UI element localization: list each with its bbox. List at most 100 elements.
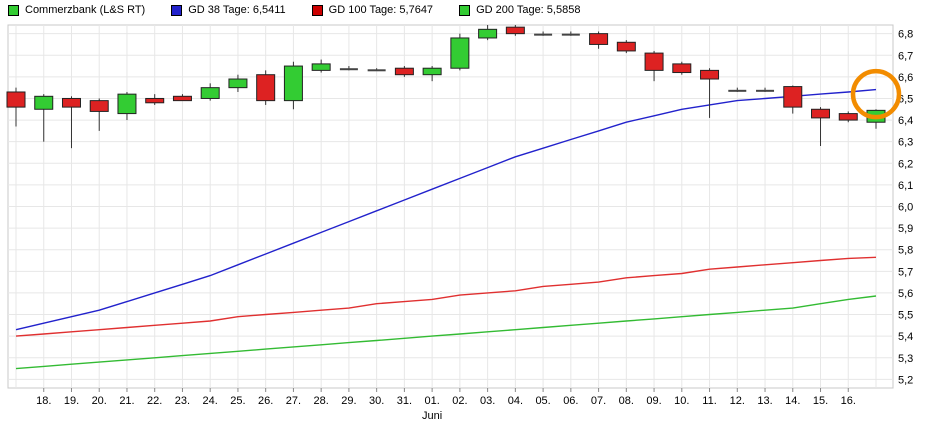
x-tick-label: 27. <box>286 395 301 407</box>
x-tick-label: 13. <box>757 395 772 407</box>
x-tick-label: 01. <box>424 395 439 407</box>
x-tick-label: 31. <box>397 395 412 407</box>
legend-item-gd100: GD 100 Tage: 5,7647 <box>311 4 434 16</box>
legend-item-commerzbank: Commerzbank (L&S RT) <box>8 4 145 16</box>
legend-swatch-commerzbank <box>8 4 19 16</box>
y-tick-label: 6,7 <box>898 50 913 62</box>
y-tick-label: 5,6 <box>898 288 913 300</box>
candle-body <box>505 26 525 35</box>
x-tick-label: 28. <box>314 395 329 407</box>
x-tick-label: 30. <box>369 395 384 407</box>
chart-legend: Commerzbank (L&S RT) GD 38 Tage: 6,5411 … <box>8 4 580 16</box>
y-tick-label: 6,4 <box>898 115 913 127</box>
candle-body <box>311 63 331 71</box>
candle-body <box>700 69 720 80</box>
candle-body <box>172 95 192 102</box>
legend-item-gd200: GD 200 Tage: 5,5858 <box>459 4 580 16</box>
candle-body <box>367 69 386 72</box>
y-tick-label: 5,2 <box>898 374 913 386</box>
candle-body <box>145 97 165 104</box>
y-tick-label: 6,3 <box>898 137 913 149</box>
legend-swatch-gd100 <box>311 4 323 16</box>
gridlines <box>7 24 894 392</box>
x-tick-label: 11. <box>702 395 716 407</box>
candle-body <box>394 67 414 76</box>
y-tick-label: 6,0 <box>898 202 913 214</box>
x-tick-label: 19. <box>64 395 79 407</box>
candle-body <box>811 108 831 119</box>
x-tick-label: 14. <box>785 395 800 407</box>
x-tick-label: 07. <box>591 395 606 407</box>
month-label: Juni <box>422 410 442 422</box>
legend-swatch-gd38 <box>171 4 183 16</box>
x-tick-label: 03. <box>480 395 495 407</box>
y-tick-label: 5,4 <box>898 331 913 343</box>
ma-line <box>15 295 877 370</box>
y-tick-label: 6,8 <box>898 29 913 41</box>
axis-labels: 6,8 6,7 6,6 6,5 6,4 6,3 6,2 6,1 6,0 5,9 5,8 5,7 5,6 5… <box>36 29 913 422</box>
y-tick-label: 6,2 <box>898 158 913 170</box>
candle-body <box>89 100 109 112</box>
x-tick-label: 21. <box>119 395 134 407</box>
candle-body <box>200 87 220 99</box>
x-tick-label: 02. <box>452 395 467 407</box>
legend-label-gd38: GD 38 Tage: 6,5411 <box>188 4 286 16</box>
candle-body <box>422 67 442 76</box>
legend-label-gd200: GD 200 Tage: 5,5858 <box>476 4 581 16</box>
x-tick-label: 10. <box>674 395 689 407</box>
candle-body <box>756 89 775 92</box>
candle-body <box>450 37 470 69</box>
y-tick-label: 5,9 <box>898 223 913 235</box>
candle-body <box>228 78 248 89</box>
candle-body <box>672 63 692 74</box>
candle-body <box>783 86 803 108</box>
x-tick-label: 05. <box>535 395 550 407</box>
candle-body <box>561 33 580 36</box>
x-tick-label: 15. <box>813 395 828 407</box>
ma-line <box>15 88 877 331</box>
candle-body <box>6 91 26 108</box>
candle-body <box>256 74 276 102</box>
legend-label-commerzbank: Commerzbank (L&S RT) <box>25 4 146 16</box>
y-tick-label: 5,7 <box>898 266 913 278</box>
y-tick-label: 5,5 <box>898 310 913 322</box>
y-tick-label: 5,8 <box>898 245 913 257</box>
x-tick-label: 24. <box>203 395 218 407</box>
legend-item-gd38: GD 38 Tage: 6,5411 <box>171 4 286 16</box>
y-tick-label: 6,1 <box>898 180 913 192</box>
candle-body <box>339 68 358 71</box>
x-tick-label: 08. <box>619 395 634 407</box>
x-tick-label: 22. <box>147 395 162 407</box>
candle-body <box>61 97 81 108</box>
x-tick-label: 26. <box>258 395 273 407</box>
candle-body <box>117 93 137 115</box>
y-tick-label: 6,6 <box>898 72 913 84</box>
y-tick-label: 5,3 <box>898 353 913 365</box>
x-tick-label: 18. <box>36 395 51 407</box>
x-tick-label: 09. <box>646 395 661 407</box>
x-tick-label: 25. <box>230 395 245 407</box>
x-tick-label: 12. <box>730 395 745 407</box>
candle-body <box>283 65 303 102</box>
ma-line <box>15 256 877 337</box>
x-tick-label: 06. <box>563 395 578 407</box>
y-tick-label: 6,5 <box>898 93 913 105</box>
legend-label-gd100: GD 100 Tage: 5,7647 <box>328 4 434 16</box>
legend-swatch-gd200 <box>459 4 471 16</box>
x-tick-label: 16. <box>841 395 856 407</box>
x-tick-label: 04. <box>508 395 523 407</box>
x-tick-label: 20. <box>92 395 107 407</box>
candle-body <box>644 52 664 71</box>
highlight-circle <box>850 68 902 120</box>
candle-body <box>728 89 747 92</box>
candle-body <box>478 28 498 39</box>
moving-average-lines <box>15 88 877 370</box>
candle-body <box>589 33 609 45</box>
candle-body <box>838 113 858 121</box>
candle-body <box>34 95 54 110</box>
candle-body <box>616 41 636 52</box>
candle-body <box>534 33 553 36</box>
x-tick-label: 23. <box>175 395 190 407</box>
